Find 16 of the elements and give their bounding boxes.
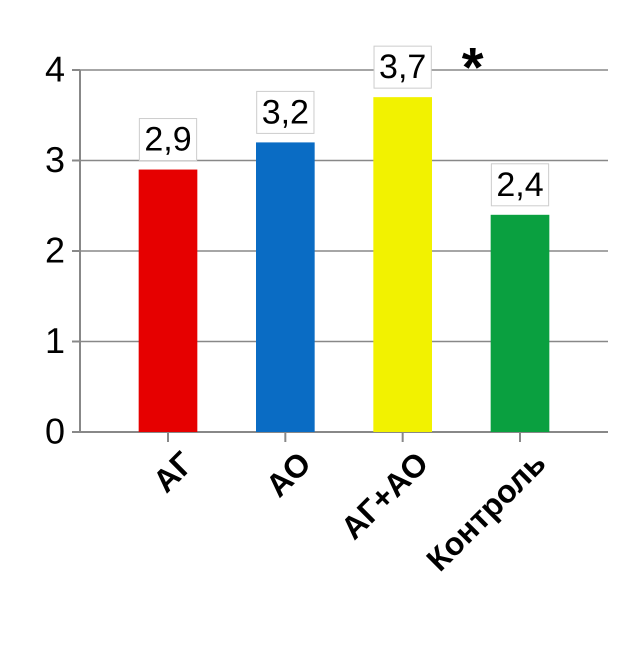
y-tick-label: 4 xyxy=(44,48,65,90)
data-label: 2,9 xyxy=(144,120,192,159)
y-tick-label: 2 xyxy=(44,230,65,271)
bar xyxy=(373,97,432,432)
y-tick-label: 3 xyxy=(44,139,65,180)
annotation: * xyxy=(462,36,484,99)
data-label: 3,2 xyxy=(262,93,309,132)
data-label: 3,7 xyxy=(379,48,426,86)
bar xyxy=(490,214,550,432)
y-tick-label: 1 xyxy=(44,320,65,362)
x-tick-label: АГ xyxy=(146,444,201,500)
y-tick-label: 0 xyxy=(44,410,65,452)
bar xyxy=(256,142,315,432)
x-tick-label: АО xyxy=(258,444,318,504)
data-label: 2,4 xyxy=(496,166,544,204)
bar xyxy=(138,170,198,432)
